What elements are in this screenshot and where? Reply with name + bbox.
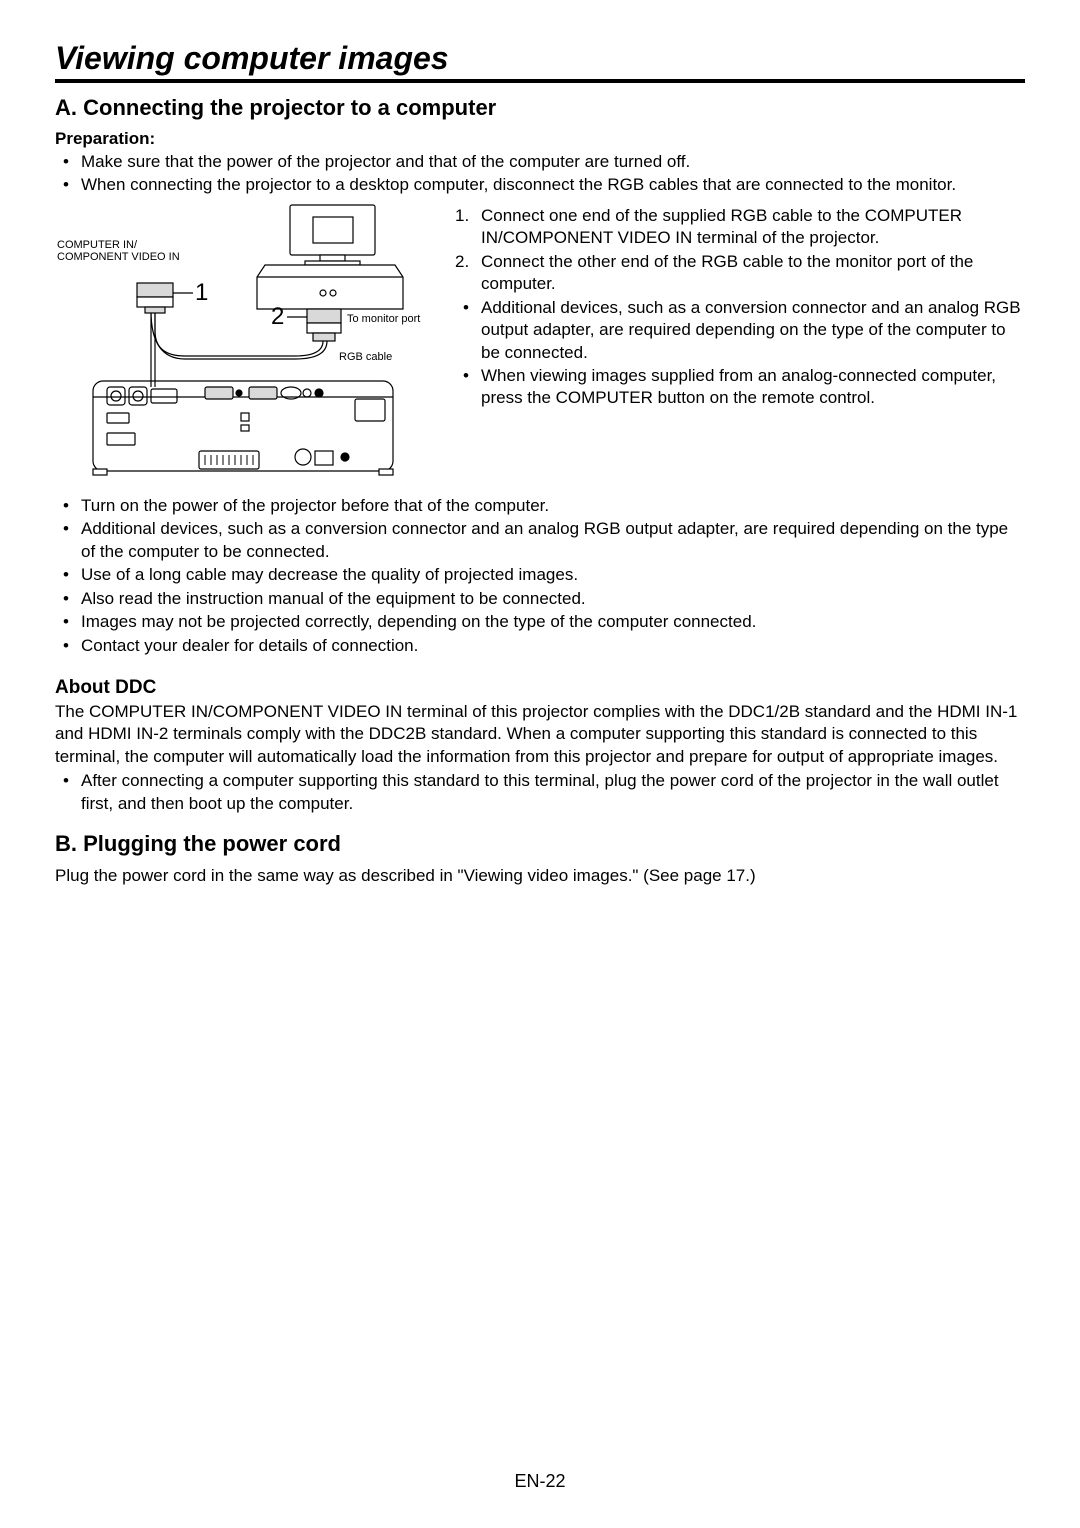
about-ddc-body: The COMPUTER IN/COMPONENT VIDEO IN termi… [55,701,1025,768]
diagram-label-rgb-cable: RGB cable [339,351,392,363]
list-item: Contact your dealer for details of conne… [55,635,1025,657]
list-item: When viewing images supplied from an ana… [455,365,1025,410]
list-item: After connecting a computer supporting t… [55,770,1025,815]
diagram-label-monitor-port: To monitor port [347,313,420,325]
list-item: 2.Connect the other end of the RGB cable… [455,251,1025,296]
diagram-label-computer-in: COMPUTER IN/ COMPONENT VIDEO IN [57,239,180,263]
section-a-heading: A. Connecting the projector to a compute… [55,95,1025,121]
section-b-heading: B. Plugging the power cord [55,831,1025,857]
list-item: Also read the instruction manual of the … [55,588,1025,610]
preparation-list: Make sure that the power of the projecto… [55,151,1025,197]
list-item: 1.Connect one end of the supplied RGB ca… [455,205,1025,250]
preparation-label: Preparation: [55,129,1025,149]
lower-notes-list: Turn on the power of the projector befor… [55,495,1025,657]
step-text: Connect the other end of the RGB cable t… [481,252,973,293]
list-item: Additional devices, such as a conversion… [455,297,1025,364]
list-item: Turn on the power of the projector befor… [55,495,1025,517]
page-title: Viewing computer images [55,40,1025,83]
diagram-marker-1: 1 [195,279,208,307]
about-ddc-notes: After connecting a computer supporting t… [55,770,1025,815]
connection-diagram: COMPUTER IN/ COMPONENT VIDEO IN 1 2 To m… [55,201,425,481]
about-ddc-heading: About DDC [55,677,1025,699]
page-number: EN-22 [0,1471,1080,1492]
diagram-marker-2: 2 [271,303,284,331]
step-notes-list: Additional devices, such as a conversion… [455,297,1025,410]
section-b-body: Plug the power cord in the same way as d… [55,865,1025,887]
list-item: Additional devices, such as a conversion… [55,518,1025,563]
steps-list: 1.Connect one end of the supplied RGB ca… [455,205,1025,296]
step-text: Connect one end of the supplied RGB cabl… [481,206,962,247]
list-item: Use of a long cable may decrease the qua… [55,564,1025,586]
list-item: Images may not be projected correctly, d… [55,611,1025,633]
list-item: Make sure that the power of the projecto… [55,151,1025,173]
list-item: When connecting the projector to a deskt… [55,174,1025,196]
